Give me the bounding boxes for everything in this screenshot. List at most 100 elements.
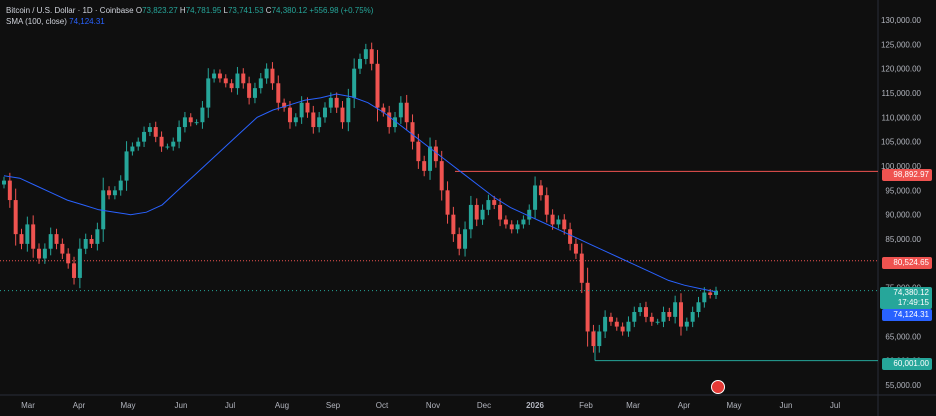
candle-body — [358, 58, 362, 69]
candle-body — [375, 63, 380, 108]
support-price-tag: 60,001.00 — [882, 358, 932, 370]
time-axis-label: Jul — [830, 401, 840, 410]
candle-body — [533, 185, 538, 210]
candle-body — [597, 331, 602, 347]
candle-body — [708, 292, 713, 295]
open-value: 73,823.27 — [142, 6, 178, 15]
price-axis-label: 65,000.00 — [885, 332, 921, 341]
resistance-price-tag: 98,892.97 — [882, 169, 932, 181]
candle-body — [118, 180, 123, 191]
price-axis-label: 120,000.00 — [881, 65, 922, 74]
candle-body — [655, 321, 660, 323]
sma-label[interactable]: SMA (100, close) — [6, 17, 67, 26]
last-price-tag: 74,380.12 — [893, 288, 929, 297]
candle-body — [451, 214, 456, 235]
candle-body — [573, 243, 578, 254]
time-axis-label: Feb — [579, 401, 593, 410]
sma-row: SMA (100, close) 74,124.31 — [6, 16, 373, 27]
candle-body — [48, 234, 53, 249]
candle-body — [66, 253, 71, 264]
close-value: 74,380.12 — [271, 6, 308, 15]
candle-body — [538, 185, 543, 196]
candle-body — [206, 78, 211, 108]
last-price-box: 74,380.12 17:49:15 — [880, 287, 932, 309]
candle-body — [690, 312, 695, 322]
time-axis-label: Dec — [477, 401, 491, 410]
price-axis-label: 100,000.00 — [881, 162, 922, 171]
candle-body — [200, 107, 205, 123]
candle-body — [503, 219, 508, 225]
candle-body — [72, 263, 77, 278]
high-value: 74,781.95 — [185, 6, 222, 15]
candle-body — [714, 290, 718, 295]
candle-body — [352, 68, 357, 98]
candle-body — [311, 112, 316, 128]
candle-body — [25, 224, 30, 244]
candle-body — [410, 122, 415, 142]
candle-body — [235, 73, 240, 89]
candle-body — [159, 136, 164, 147]
candle-body — [643, 307, 648, 317]
candle-body — [95, 229, 100, 244]
candle-body — [649, 316, 654, 322]
sma-price-tag: 74,124.31 — [882, 309, 932, 321]
candle-body — [498, 204, 503, 220]
candle-body — [171, 141, 176, 147]
candle-body — [626, 321, 631, 332]
candle-body — [556, 219, 561, 225]
candle-body — [212, 73, 217, 79]
candle-body — [381, 107, 386, 113]
candle-body — [101, 190, 106, 230]
time-axis-label: May — [120, 401, 135, 410]
candle-body — [258, 78, 263, 89]
candle-body — [544, 195, 549, 215]
time-axis-label: Apr — [73, 401, 86, 410]
price-axis-label: 115,000.00 — [882, 89, 922, 98]
symbol-name[interactable]: Bitcoin / U.S. Dollar · 1D · Coinbase — [6, 6, 134, 15]
candle-body — [276, 83, 281, 103]
candle-body — [130, 146, 135, 152]
candle-body — [515, 224, 520, 230]
candle-body — [433, 146, 438, 162]
price-axis-label: 110,000.00 — [882, 113, 922, 122]
price-axis-label: 105,000.00 — [881, 138, 922, 147]
symbol-row: Bitcoin / U.S. Dollar · 1D · Coinbase O7… — [6, 5, 373, 16]
candle-body — [550, 214, 555, 225]
candle-body — [387, 112, 392, 128]
candle-body — [661, 312, 666, 322]
candle-body — [457, 234, 462, 249]
candle-body — [568, 229, 573, 244]
candle-body — [492, 200, 497, 205]
candle-body — [673, 302, 678, 317]
time-axis-label: Nov — [426, 401, 440, 410]
event-marker-icon[interactable] — [711, 380, 725, 394]
candle-body — [282, 102, 287, 108]
candle-body — [509, 224, 514, 230]
candle-body — [480, 209, 485, 220]
candle-body — [13, 200, 18, 235]
candle-body — [165, 146, 170, 148]
candle-body — [54, 234, 59, 244]
candle-body — [585, 282, 590, 332]
price-axis-label: 55,000.00 — [885, 381, 921, 390]
price-axis-label: 130,000.00 — [881, 16, 922, 25]
candle-body — [579, 253, 584, 283]
candle-body — [614, 321, 619, 327]
sma-value: 74,124.31 — [69, 17, 105, 26]
candle-body — [217, 73, 222, 79]
time-axis-label: May — [726, 401, 741, 410]
candle-body — [393, 117, 398, 128]
candle-body — [264, 68, 269, 79]
candle-body — [603, 316, 608, 332]
candle-body — [363, 49, 368, 59]
price-axis-label: 90,000.00 — [885, 211, 921, 220]
candle-body — [287, 107, 292, 123]
candle-body — [334, 97, 339, 108]
candle-body — [474, 204, 479, 220]
price-axis-label: 95,000.00 — [885, 186, 921, 195]
candle-body — [270, 68, 275, 84]
candle-body — [340, 107, 345, 123]
candle-body — [416, 141, 421, 162]
